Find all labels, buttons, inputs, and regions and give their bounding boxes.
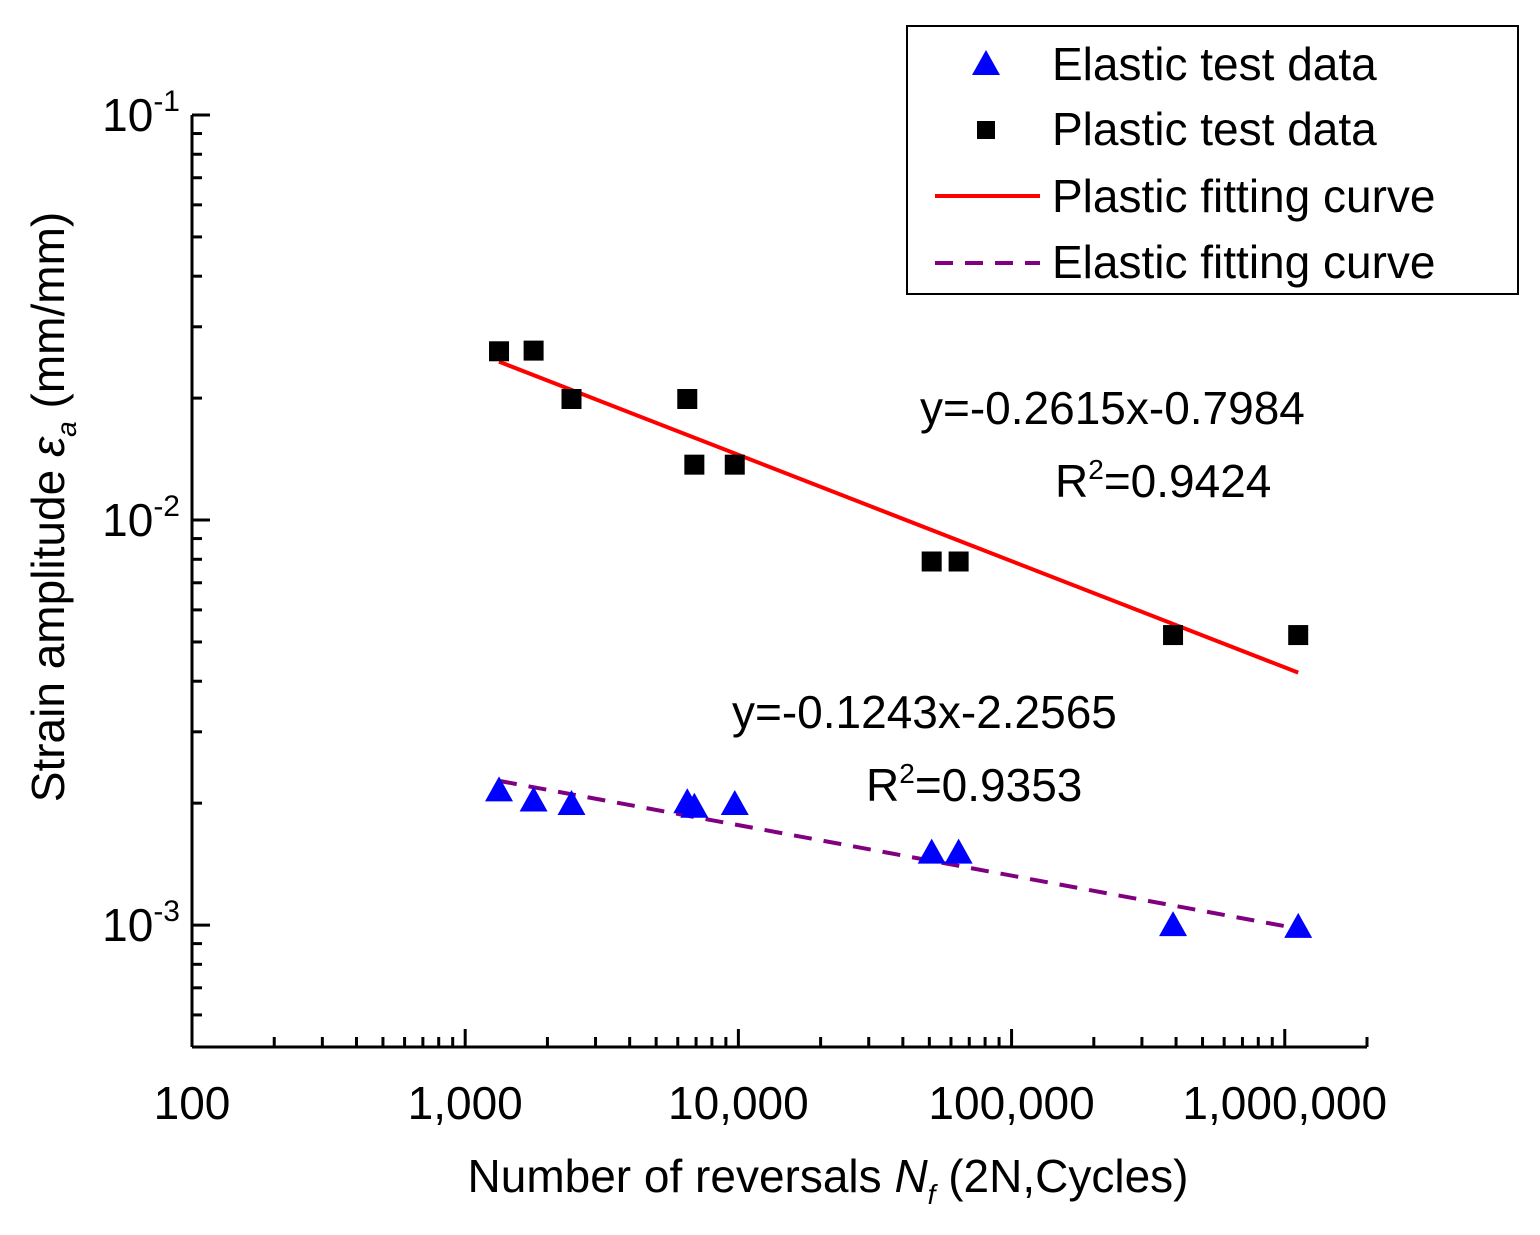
elastic-data-point (485, 776, 514, 802)
plastic-data-point (561, 388, 582, 409)
plastic-data-point (489, 341, 510, 362)
y-tick-label: 10-2 (102, 490, 180, 546)
elastic-fit-equation: y=-0.1243x-2.2565 (732, 686, 1117, 738)
elastic-fit-r-squared: R2=0.9353 (866, 758, 1082, 811)
legend-label: Plastic fitting curve (1052, 170, 1435, 222)
plot-frame (190, 115, 1367, 1049)
elastic-fit-line (498, 778, 1299, 931)
legend: Elastic test data Plastic test data Plas… (906, 25, 1519, 295)
plastic-data-point (684, 454, 705, 475)
elastic-data-point (720, 790, 749, 816)
r-label: R (866, 759, 899, 811)
r-value: =0.9424 (1104, 455, 1272, 507)
legend-triangle-icon (972, 50, 1000, 75)
legend-item-plastic-test-data: Plastic test data (977, 103, 1377, 155)
plastic-fit-equation: y=-0.2615x-0.7984 (920, 382, 1305, 434)
x-tick-label: 10,000 (668, 1077, 809, 1129)
x-tick-label: 1,000,000 (1182, 1077, 1387, 1129)
plastic-data-point (948, 551, 969, 572)
plastic-data-point (724, 454, 745, 475)
elastic-data-point (944, 838, 973, 864)
elastic-data-point (557, 790, 586, 816)
elastic-data-point (917, 838, 946, 864)
elastic-data-point (680, 792, 709, 818)
y-axis: 10-3 10-2 10-1 (102, 85, 210, 1049)
legend-label: Elastic fitting curve (1052, 236, 1435, 288)
x-axis-title: Number of reversals Nf (2N,Cycles) (468, 1150, 1189, 1210)
r-exponent: 2 (1088, 454, 1104, 485)
elastic-data-point (1159, 911, 1188, 937)
plastic-data-point (1163, 625, 1184, 646)
x-tick-label: 100,000 (928, 1077, 1094, 1129)
series-layer (485, 340, 1313, 938)
legend-label: Plastic test data (1052, 103, 1377, 155)
elastic-data-point (519, 786, 548, 812)
legend-item-plastic-fitting-curve: Plastic fitting curve (935, 170, 1435, 222)
r-label: R (1055, 455, 1088, 507)
legend-box (906, 25, 1519, 295)
plastic-data-point (1288, 625, 1309, 646)
y-tick-label: 10-1 (102, 85, 180, 141)
plastic-fit-line (498, 359, 1299, 675)
plastic-data-point (921, 551, 942, 572)
r-value: =0.9353 (915, 759, 1083, 811)
r-exponent: 2 (899, 758, 915, 789)
plastic-data-point (523, 340, 544, 361)
legend-item-elastic-test-data: Elastic test data (972, 38, 1377, 90)
x-axis: 100 1,000 10,000 100,000 1,000,000 (154, 1029, 1387, 1129)
legend-square-icon (977, 121, 995, 139)
legend-label: Elastic test data (1052, 38, 1377, 90)
elastic-data-point (1284, 912, 1313, 938)
plastic-fit-r-squared: R2=0.9424 (1055, 454, 1271, 507)
plastic-data-point (677, 388, 698, 409)
y-tick-label: 10-3 (102, 895, 180, 951)
x-tick-label: 1,000 (408, 1077, 523, 1129)
y-axis-title: Strain amplitude εa (mm/mm) (22, 212, 82, 802)
legend-item-elastic-fitting-curve: Elastic fitting curve (935, 236, 1435, 288)
x-tick-label: 100 (154, 1077, 231, 1129)
